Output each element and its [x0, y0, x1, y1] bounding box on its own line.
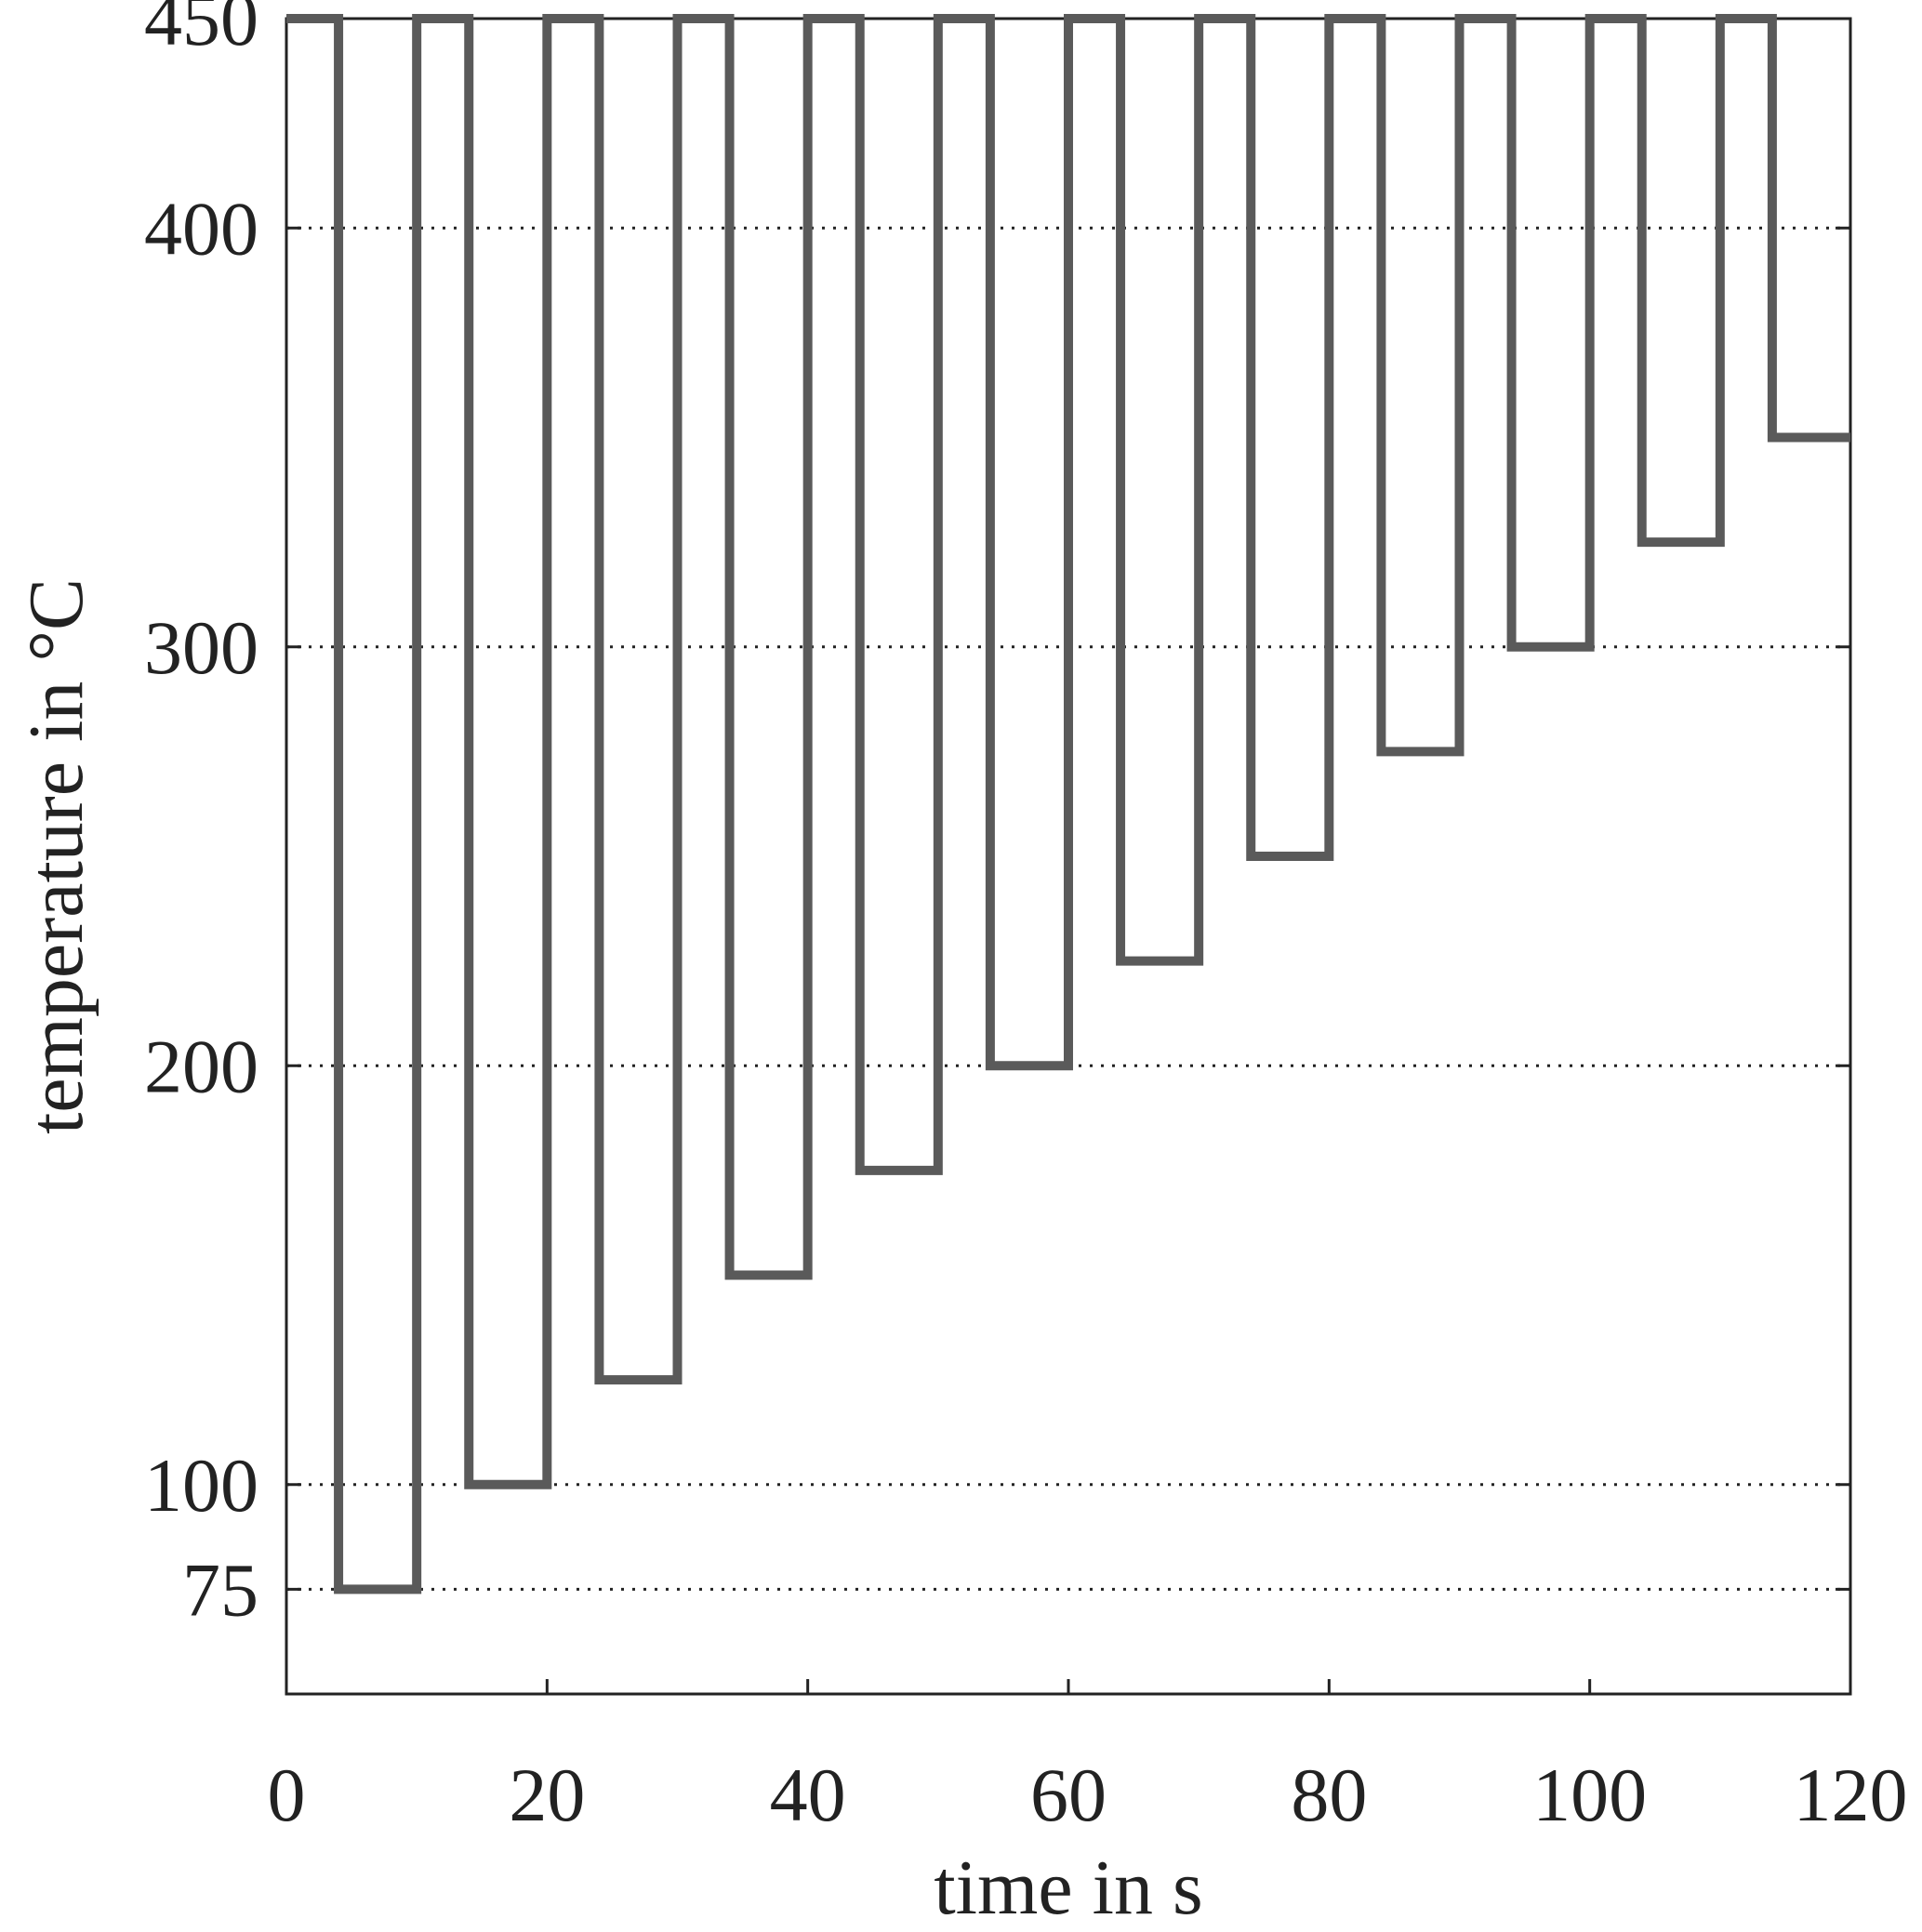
- y-axis-label: temperature in °C: [13, 578, 99, 1134]
- x-axis-label: time in s: [934, 1845, 1202, 1931]
- y-tick-label: 75: [182, 1547, 258, 1632]
- y-tick-label: 450: [144, 0, 258, 61]
- labels-layer: 75 100 200 300 400 450 0 20 40 60 80 100 120: [144, 0, 1908, 1837]
- series-layer: [286, 14, 1850, 1595]
- y-tick-label: 200: [144, 1024, 258, 1108]
- x-tick-label: 80: [1291, 1753, 1367, 1837]
- y-tick-label: 100: [144, 1443, 258, 1528]
- y-tick-label: 400: [144, 186, 258, 271]
- x-tick-label: 0: [268, 1753, 306, 1837]
- temperature-step-line: [286, 14, 1850, 1595]
- y-tick-label: 300: [144, 605, 258, 690]
- x-tick-label: 40: [770, 1753, 846, 1837]
- x-tick-label: 20: [509, 1753, 585, 1837]
- x-tick-label: 60: [1030, 1753, 1107, 1837]
- x-tick-label: 120: [1794, 1753, 1908, 1837]
- x-tick-label: 100: [1532, 1753, 1647, 1837]
